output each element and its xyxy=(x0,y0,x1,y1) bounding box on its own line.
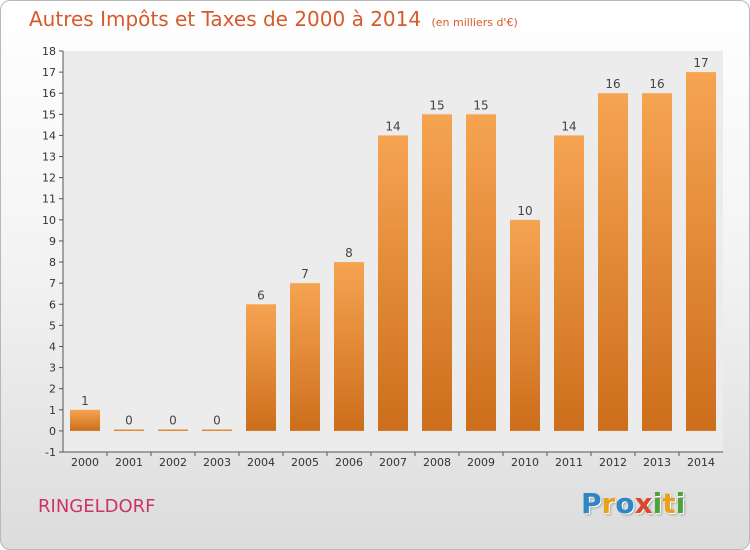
bar xyxy=(466,114,496,431)
x-tick-label: 2011 xyxy=(555,456,583,469)
y-tick-label: 17 xyxy=(42,66,56,79)
bar-value-label: 7 xyxy=(301,267,309,281)
brand-letter: x xyxy=(634,487,653,520)
bar-value-label: 0 xyxy=(125,413,133,427)
bars xyxy=(70,72,716,431)
x-tick-label: 2004 xyxy=(247,456,275,469)
x-tick-label: 2008 xyxy=(423,456,451,469)
bar-value-label: 17 xyxy=(693,56,708,70)
brand-letter: i xyxy=(652,487,663,520)
chart-title-text: Autres Impôts et Taxes de 2000 à 2014 xyxy=(29,7,422,31)
y-tick-label: 4 xyxy=(49,340,56,353)
y-tick-label: 0 xyxy=(49,425,56,438)
x-axis: 2000 2001 2002 2003 2004 2005 2006 2007 2008 2009… xyxy=(63,451,723,469)
y-tick-label: 8 xyxy=(49,256,56,269)
y-tick-label: 3 xyxy=(49,362,56,375)
y-tick-label: 10 xyxy=(42,214,56,227)
x-tick-label: 2014 xyxy=(687,456,715,469)
bar xyxy=(70,409,100,431)
y-tick-label: 2 xyxy=(49,383,56,396)
bar xyxy=(378,135,408,431)
bar xyxy=(642,93,672,431)
x-tick-label: 2007 xyxy=(379,456,407,469)
bar xyxy=(290,283,320,431)
brand-letter: r xyxy=(601,487,616,520)
y-tick-label: 7 xyxy=(49,277,56,290)
location-name: RINGELDORF xyxy=(38,496,156,517)
bar-value-label: 16 xyxy=(649,77,664,91)
bar-value-label: 10 xyxy=(517,204,532,218)
y-tick-label: 6 xyxy=(49,298,56,311)
bar-value-label: 16 xyxy=(605,77,620,91)
chart-title: Autres Impôts et Taxes de 2000 à 2014 (e… xyxy=(29,7,518,31)
x-tick-label: 2010 xyxy=(511,456,539,469)
bar xyxy=(598,93,628,431)
bar xyxy=(246,304,276,431)
y-tick-label: 14 xyxy=(42,129,56,142)
x-tick-label: 2012 xyxy=(599,456,627,469)
chart-subtitle: (en milliers d'€) xyxy=(431,16,518,29)
bar xyxy=(510,219,540,431)
y-tick-label: 16 xyxy=(42,87,56,100)
bar xyxy=(686,72,716,431)
bar xyxy=(202,429,232,431)
x-tick-label: 2002 xyxy=(159,456,187,469)
x-tick-label: 2001 xyxy=(115,456,143,469)
y-tick-label: 11 xyxy=(42,193,56,206)
y-tick-label: 12 xyxy=(42,172,56,185)
brand-letter: i xyxy=(675,487,686,520)
y-tick-label: 15 xyxy=(42,108,56,121)
bar-value-label: 0 xyxy=(169,413,177,427)
y-tick-label: 5 xyxy=(49,319,56,332)
bar-value-label: 1 xyxy=(81,394,89,408)
y-tick-label: 18 xyxy=(42,45,56,58)
x-tick-label: 2006 xyxy=(335,456,363,469)
y-tick-label: 13 xyxy=(42,151,56,164)
brand-letter: t xyxy=(662,487,676,520)
y-tick-label: 9 xyxy=(49,235,56,248)
y-tick-label: -1 xyxy=(45,446,56,459)
bar xyxy=(114,429,144,431)
x-tick-label: 2000 xyxy=(71,456,99,469)
bar xyxy=(554,135,584,431)
bar-value-label: 14 xyxy=(561,119,576,133)
y-tick-label: 1 xyxy=(49,404,56,417)
bar-value-label: 0 xyxy=(213,413,221,427)
proxiti-logo[interactable]: Proxiti xyxy=(581,487,685,520)
x-tick-label: 2005 xyxy=(291,456,319,469)
bar-value-label: 6 xyxy=(257,288,265,302)
bar-value-label: 15 xyxy=(473,98,488,112)
bar xyxy=(334,262,364,431)
x-tick-label: 2009 xyxy=(467,456,495,469)
x-tick-label: 2003 xyxy=(203,456,231,469)
bar-value-label: 14 xyxy=(385,119,400,133)
brand-letter: o xyxy=(615,487,635,520)
brand-letter: P xyxy=(581,487,602,520)
bar-value-label: 8 xyxy=(345,246,353,260)
bar xyxy=(422,114,452,431)
bar xyxy=(158,429,188,431)
bar-value-label: 15 xyxy=(429,98,444,112)
x-tick-label: 2013 xyxy=(643,456,671,469)
